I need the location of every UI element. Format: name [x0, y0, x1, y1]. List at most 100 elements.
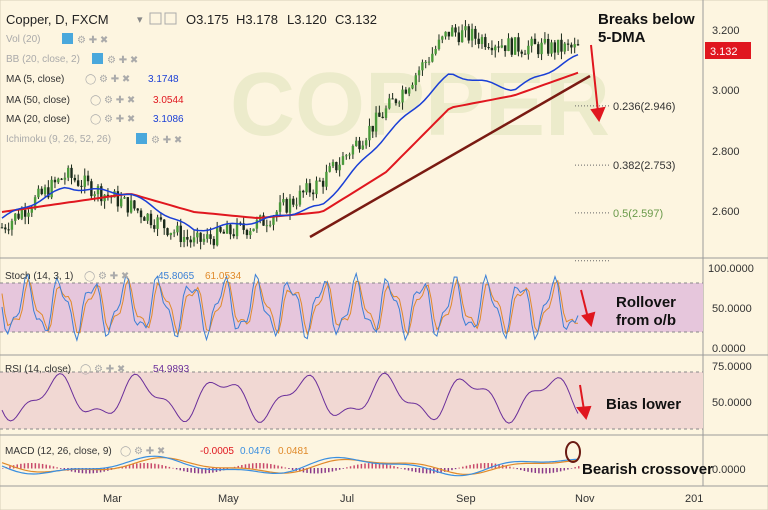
control-icons[interactable]: ⚙ ✚ ✖	[151, 135, 182, 146]
macd-bar	[85, 468, 87, 474]
candle-body	[451, 27, 454, 37]
candle-body	[275, 211, 278, 217]
candle-body	[159, 217, 163, 220]
macd-bar	[88, 468, 91, 474]
macd-bar	[259, 463, 261, 469]
candle-body	[573, 44, 576, 48]
ichimoku-label[interactable]: Ichimoku (9, 26, 52, 26)	[6, 134, 111, 145]
candle-body	[381, 116, 384, 118]
ma20-label[interactable]: MA (20, close)	[6, 114, 70, 125]
macd-bar	[407, 468, 410, 471]
macd-bar	[2, 468, 4, 469]
control-icons[interactable]: ⚙ ✚ ✖	[77, 35, 108, 46]
dropdown-icon[interactable]: ▾	[137, 14, 143, 26]
macd-bar	[306, 468, 308, 473]
annotation-arrows	[576, 44, 606, 421]
control-icons[interactable]: ◯ ⚙ ✚ ✖	[80, 364, 125, 375]
macd-bar	[190, 468, 192, 473]
candle-body	[199, 232, 202, 242]
candle-body	[513, 37, 517, 55]
candle-body	[348, 154, 351, 156]
candle-body	[321, 180, 325, 187]
macd-bar	[549, 468, 551, 474]
macd-bar	[139, 463, 142, 469]
candle-body	[384, 108, 388, 118]
eye-icon[interactable]	[62, 33, 73, 44]
macd-bar	[27, 463, 29, 469]
candle-body	[474, 28, 477, 39]
control-icons[interactable]: ◯ ⚙ ✚ ✖	[90, 114, 135, 125]
bb-label[interactable]: BB (20, close, 2)	[6, 54, 80, 65]
macd-bar	[487, 463, 489, 469]
candle-body	[550, 42, 553, 54]
eye-icon[interactable]	[136, 133, 147, 144]
arrow-rsi-head	[576, 405, 592, 421]
macd-bar	[556, 468, 558, 473]
macd-bar	[132, 464, 134, 469]
macd-bar	[338, 468, 341, 470]
vol-controls[interactable]: ⚙ ✚ ✖	[62, 33, 108, 46]
rsi-label[interactable]: RSI (14, close)	[5, 364, 71, 375]
candle-body	[119, 198, 123, 207]
candle-body	[325, 171, 328, 187]
candle-body	[149, 213, 153, 226]
candle-body	[47, 187, 50, 198]
candle-body	[431, 53, 434, 62]
ichimoku-controls[interactable]: ⚙ ✚ ✖	[136, 133, 182, 146]
control-icons[interactable]: ◯ ⚙ ✚ ✖	[84, 271, 129, 282]
macd-signal-value: 0.0481	[278, 446, 309, 457]
candle-body	[364, 140, 368, 146]
macd-bar	[346, 467, 348, 469]
control-icons[interactable]: ◯ ⚙ ✚ ✖	[85, 74, 130, 85]
arrow-rsi	[579, 384, 585, 411]
candle-body	[133, 200, 136, 209]
candle-body	[378, 112, 381, 117]
macd-bar	[136, 463, 138, 469]
visibility-icon[interactable]	[164, 12, 177, 25]
candle-body	[60, 178, 63, 180]
macd-label[interactable]: MACD (12, 26, close, 9)	[5, 446, 112, 457]
control-icons[interactable]: ◯ ⚙ ✚ ✖	[90, 95, 135, 106]
arrow-price-head	[590, 106, 606, 123]
stoch-tick: 0.0000	[712, 343, 746, 355]
macd-bar	[400, 468, 402, 469]
macd-bar	[523, 468, 526, 472]
stoch-tick: 50.0000	[712, 303, 752, 315]
candle-body	[444, 31, 447, 37]
control-icons[interactable]: ◯ ⚙ ✚ ✖	[120, 446, 165, 457]
stoch-label[interactable]: Stoch (14, 3, 1)	[5, 271, 73, 282]
macd-bar	[436, 468, 439, 474]
annotation-rollover-2: from o/b	[616, 312, 676, 329]
bb-controls[interactable]: ⚙ ✚ ✖	[92, 53, 138, 66]
control-icons[interactable]: ⚙ ✚ ✖	[107, 55, 138, 66]
candle-body	[503, 45, 507, 52]
high-value: H3.178	[236, 12, 278, 27]
eye-icon[interactable]	[92, 53, 103, 64]
macd-bar	[422, 468, 424, 474]
stoch-k-value: 45.8065	[158, 271, 195, 282]
time-tick: May	[218, 493, 239, 505]
stoch-d-value: 61.0534	[205, 271, 242, 282]
price-tick: 3.200	[712, 25, 740, 37]
candle-body	[358, 140, 361, 150]
ma50-label[interactable]: MA (50, close)	[6, 95, 70, 106]
candle-body	[441, 36, 444, 40]
macd-bar	[328, 468, 330, 473]
candle-body	[206, 234, 209, 239]
candle-body	[63, 177, 67, 180]
macd-bar	[161, 465, 163, 469]
macd-bar	[483, 463, 486, 469]
macd-bar	[179, 468, 182, 471]
candle-body	[570, 44, 573, 48]
price-pane	[0, 0, 703, 258]
macd-bar	[545, 468, 547, 474]
time-tick: 201	[685, 493, 703, 505]
vol-label[interactable]: Vol (20)	[6, 34, 40, 45]
candle-body	[424, 61, 427, 63]
candle-body	[490, 47, 494, 51]
crossover-circle	[565, 441, 581, 463]
ma5-label[interactable]: MA (5, close)	[6, 74, 64, 85]
macd-bar	[411, 468, 413, 472]
settings-icon[interactable]	[149, 12, 162, 25]
